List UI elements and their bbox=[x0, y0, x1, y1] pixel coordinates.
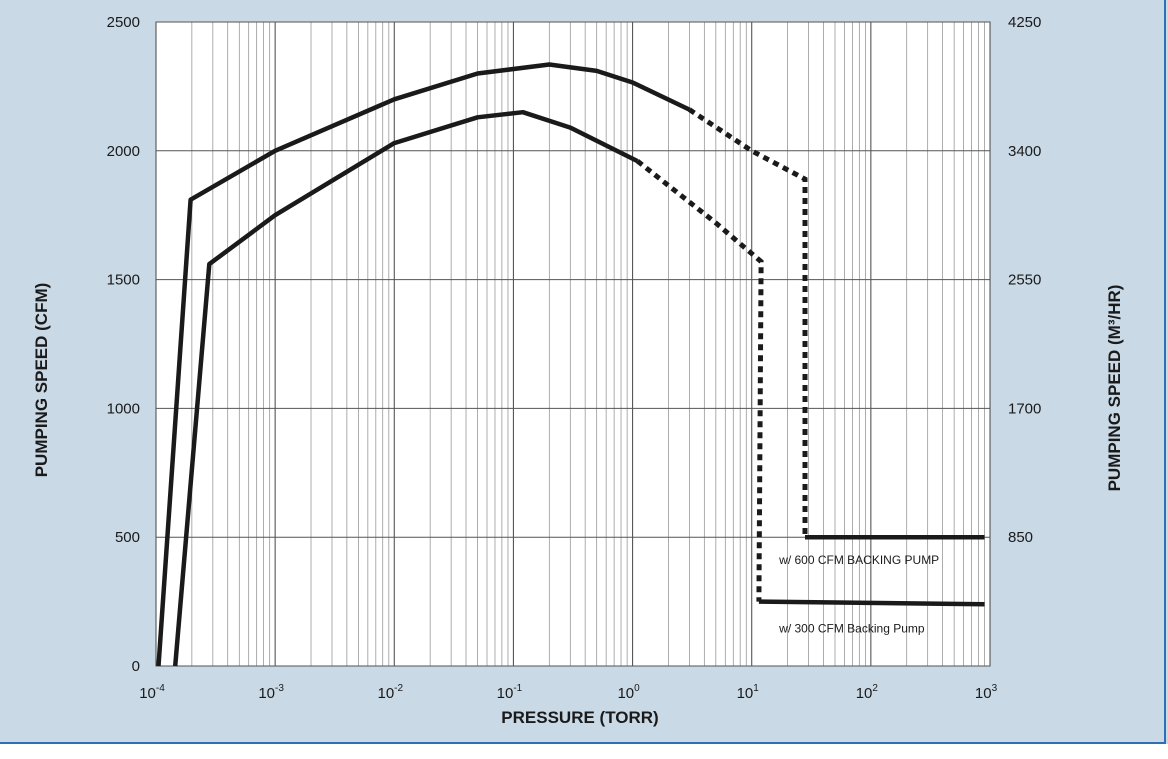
x-tick-label: 101 bbox=[737, 683, 760, 702]
series-1-solid-line bbox=[156, 62, 691, 667]
x-tick-label: 100 bbox=[617, 683, 640, 702]
y-tick-label: 500 bbox=[115, 529, 140, 546]
annotations: w/ 600 CFM BACKING PUMP w/ 300 CFM Backin… bbox=[778, 553, 939, 635]
series-2-backing-line bbox=[758, 599, 985, 607]
y2-tick-label: 850 bbox=[1008, 529, 1033, 546]
x-axis-title: PRESSURE (TORR) bbox=[501, 708, 658, 727]
x-tick-label: 10-2 bbox=[377, 683, 403, 702]
y-tick-label: 1000 bbox=[107, 400, 140, 417]
x-tick-label: 10-3 bbox=[258, 683, 284, 702]
y2-axis-title: PUMPING SPEED (M³/HR) bbox=[1105, 285, 1124, 492]
series-annotation: w/ 300 CFM Backing Pump bbox=[778, 622, 925, 636]
series-2-dashed-line bbox=[635, 159, 764, 602]
series-lines bbox=[156, 62, 985, 667]
x-tick-label: 10-4 bbox=[139, 683, 165, 702]
x-tick-label: 102 bbox=[856, 683, 879, 702]
series-annotation: w/ 600 CFM BACKING PUMP bbox=[778, 553, 939, 567]
y2-tick-label: 1700 bbox=[1008, 400, 1041, 417]
y2-tick-label: 4250 bbox=[1008, 14, 1041, 31]
y-tick-label: 2000 bbox=[107, 143, 140, 160]
series-1-dashed-line bbox=[688, 107, 808, 538]
x-axis-ticks: 10-4 10-3 10-2 10-1 100 101 102 103 bbox=[139, 683, 997, 702]
y2-tick-label: 2550 bbox=[1008, 272, 1041, 289]
x-tick-label: 103 bbox=[975, 683, 998, 702]
bottom-strip bbox=[0, 744, 1168, 759]
y-tick-label: 1500 bbox=[107, 272, 140, 289]
y-tick-label: 2500 bbox=[107, 14, 140, 31]
y-tick-label: 0 bbox=[132, 658, 140, 675]
series-2-solid-line bbox=[172, 109, 639, 667]
plot-area bbox=[155, 21, 991, 667]
y2-axis-ticks: 850 1700 2550 3400 4250 bbox=[1008, 14, 1041, 546]
y2-tick-label: 3400 bbox=[1008, 143, 1041, 160]
y-axis-title: PUMPING SPEED (CFM) bbox=[32, 283, 51, 478]
x-tick-label: 10-1 bbox=[497, 683, 523, 702]
y-axis-ticks: 0 500 1000 1500 2000 2500 bbox=[107, 14, 140, 675]
